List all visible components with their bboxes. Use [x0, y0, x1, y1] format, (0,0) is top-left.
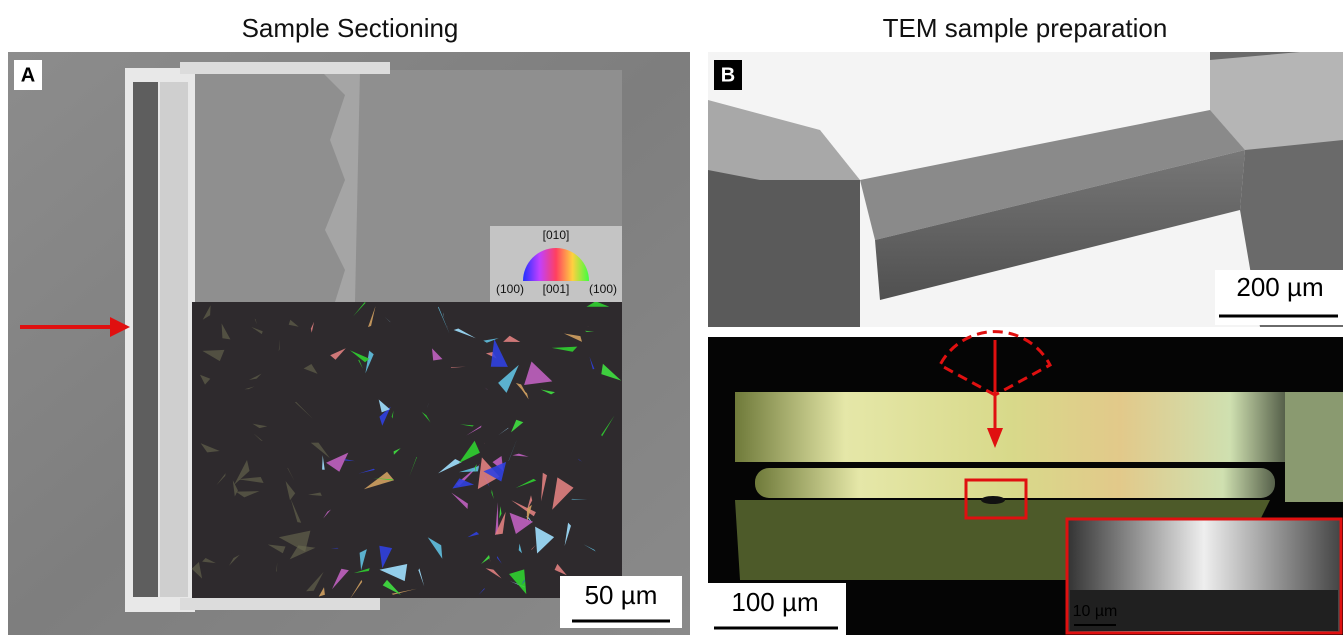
panel-title: Sample Sectioning: [242, 13, 459, 43]
frame-edge: [180, 62, 390, 74]
lamella: [755, 468, 1275, 498]
key-label: [010]: [543, 228, 570, 242]
scale-label: 200 µm: [1236, 272, 1323, 302]
figure: Sample Sectioning TEM sample preparation…: [0, 0, 1343, 635]
thin-section: [735, 392, 1285, 462]
key-label: (100): [496, 282, 524, 296]
panel-title: TEM sample preparation: [883, 13, 1168, 43]
scale-label: 100 µm: [731, 587, 818, 617]
panel-label: A: [21, 64, 35, 86]
key-label: (100): [589, 282, 617, 296]
panel-b-top: B 200 µm: [708, 52, 1343, 327]
key-label: [001]: [543, 282, 570, 296]
panel-label: B: [721, 64, 735, 86]
hole: [981, 496, 1005, 504]
ebsd-map: [192, 302, 622, 598]
panel-b-bottom: 10 µm 100 µm: [708, 332, 1343, 635]
support: [1285, 392, 1343, 502]
panel-a: [010] (100) [001] (100) A 50 µm: [8, 52, 690, 635]
scale-label: 10 µm: [1073, 603, 1118, 620]
frame-edge: [180, 598, 380, 610]
trench-deposit: [160, 82, 188, 597]
scale-label: 50 µm: [585, 580, 658, 610]
trench-wall: [133, 82, 158, 597]
